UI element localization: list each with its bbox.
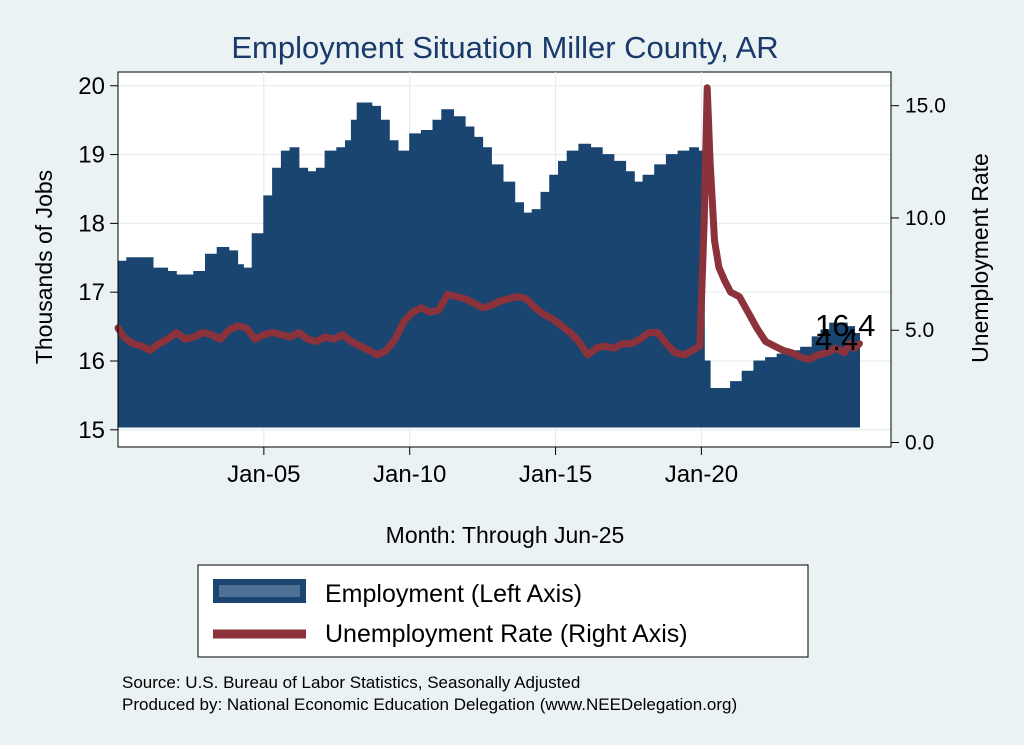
unemployment-line-layer bbox=[114, 84, 863, 363]
y-left-axis-label: Thousands of Jobs bbox=[31, 170, 57, 364]
x-tick-label: Jan-15 bbox=[519, 461, 592, 488]
y-left-tick-label: 16 bbox=[78, 348, 105, 375]
left-axis: 15 16 17 18 19 20 bbox=[78, 72, 119, 447]
legend: Employment (Left Axis) Unemployment Rate… bbox=[197, 564, 809, 658]
right-axis: 0.0 5.0 10.0 15.0 bbox=[890, 72, 946, 455]
end-label-unemployment: 4.4 bbox=[815, 322, 858, 357]
unemployment-line bbox=[114, 84, 863, 363]
y-right-tick-label: 15.0 bbox=[905, 95, 946, 118]
y-left-tick-label: 15 bbox=[78, 417, 105, 444]
y-right-tick-label: 0.0 bbox=[905, 432, 934, 455]
legend-label-unemployment: Unemployment Rate (Right Axis) bbox=[325, 620, 688, 648]
employment-area-layer bbox=[117, 102, 860, 428]
y-left-tick-label: 17 bbox=[78, 279, 105, 306]
producer-note: Produced by: National Economic Education… bbox=[122, 695, 737, 714]
x-tick-label: Jan-10 bbox=[373, 461, 446, 488]
y-right-axis-label: Unemployment Rate bbox=[967, 153, 993, 363]
chart-title: Employment Situation Miller County, AR bbox=[231, 30, 778, 65]
source-note: Source: U.S. Bureau of Labor Statistics,… bbox=[122, 673, 580, 692]
employment-area bbox=[117, 102, 860, 428]
legend-label-employment: Employment (Left Axis) bbox=[325, 580, 582, 608]
y-right-tick-label: 10.0 bbox=[905, 207, 946, 230]
y-right-tick-label: 5.0 bbox=[905, 319, 934, 342]
y-left-tick-label: 20 bbox=[78, 73, 105, 100]
bottom-axis: Jan-05 Jan-10 Jan-15 Jan-20 bbox=[118, 446, 891, 488]
legend-swatch-area-inner bbox=[219, 585, 300, 597]
x-tick-label: Jan-20 bbox=[665, 461, 738, 488]
y-left-tick-label: 18 bbox=[78, 210, 105, 237]
x-axis-label: Month: Through Jun-25 bbox=[386, 522, 625, 548]
end-label-employment: 16.4 bbox=[815, 308, 875, 343]
x-tick-label: Jan-05 bbox=[227, 461, 300, 488]
y-left-tick-label: 19 bbox=[78, 142, 105, 169]
